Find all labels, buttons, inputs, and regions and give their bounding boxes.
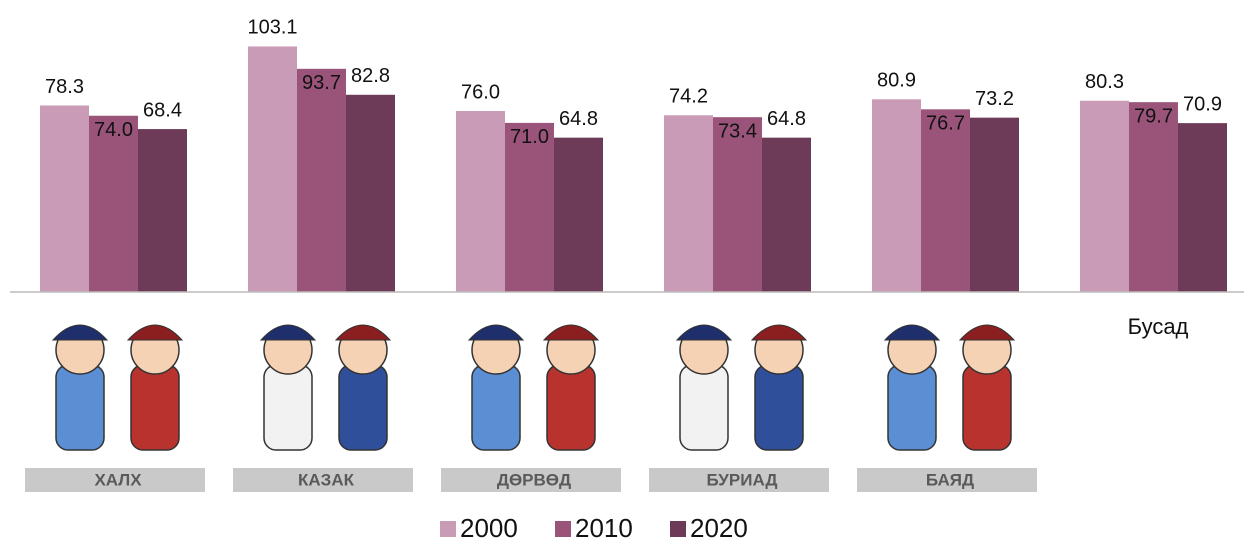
- figure-hat: [467, 324, 525, 341]
- value-label: 80.3: [1085, 71, 1124, 93]
- bar: [297, 68, 346, 292]
- bar: [1178, 123, 1227, 292]
- figure-hat: [126, 324, 184, 341]
- value-label: 74.0: [94, 119, 133, 141]
- value-label: 74.2: [669, 86, 708, 108]
- figure-hat: [542, 324, 600, 341]
- value-label: 64.8: [559, 108, 598, 130]
- bar: [1129, 102, 1178, 292]
- figure-body: [887, 364, 937, 451]
- value-label: 73.4: [718, 120, 757, 142]
- bar: [40, 105, 89, 293]
- value-label: 76.0: [461, 81, 500, 103]
- legend-swatch: [440, 521, 456, 537]
- value-label: 73.2: [975, 88, 1014, 110]
- category-banner: [857, 468, 1037, 492]
- figure-hat: [675, 324, 733, 341]
- bar: [138, 129, 187, 292]
- value-label: 103.1: [247, 17, 297, 39]
- value-label: 82.8: [351, 65, 390, 87]
- figure-body: [130, 364, 180, 451]
- value-label: 80.9: [877, 70, 916, 92]
- bar: [664, 115, 713, 292]
- value-label: 68.4: [143, 99, 182, 121]
- figure-hat: [51, 324, 109, 341]
- bar: [554, 137, 603, 292]
- bar: [1080, 100, 1129, 293]
- legend-swatch: [555, 521, 571, 537]
- value-label: 76.7: [926, 113, 965, 135]
- value-label: 78.3: [45, 76, 84, 98]
- category-banner: [233, 468, 413, 492]
- bar: [505, 122, 554, 293]
- category-label: БАЯД: [926, 470, 974, 489]
- legend-swatch: [670, 521, 686, 537]
- category-banner: [25, 468, 205, 492]
- bar: [89, 115, 138, 292]
- figure-hat: [334, 324, 392, 341]
- legend-label: 2010: [575, 513, 633, 542]
- figure-body: [471, 364, 521, 451]
- value-label: 93.7: [302, 72, 341, 94]
- figure-body: [754, 364, 804, 451]
- figure-hat: [259, 324, 317, 341]
- category-banner: [649, 468, 829, 492]
- legend-label: 2000: [460, 513, 518, 542]
- value-label: 71.0: [510, 126, 549, 148]
- figure-body: [546, 364, 596, 451]
- figure-hat: [750, 324, 808, 341]
- figure-body: [679, 364, 729, 451]
- legend-label: 2020: [690, 513, 748, 542]
- figure-body: [962, 364, 1012, 451]
- figure-hat: [883, 324, 941, 341]
- category-label: КАЗАК: [298, 470, 355, 489]
- value-label: 70.9: [1183, 93, 1222, 115]
- figure-hat: [958, 324, 1016, 341]
- bar: [713, 117, 762, 292]
- bar: [921, 109, 970, 292]
- bar: [970, 117, 1019, 292]
- figure-body: [55, 364, 105, 451]
- bar: [346, 94, 395, 292]
- bar: [762, 137, 811, 292]
- figure-body: [338, 364, 388, 451]
- category-label: БУРИАД: [707, 470, 778, 489]
- bar: [456, 110, 505, 293]
- value-label: 79.7: [1134, 105, 1173, 127]
- bar: [248, 46, 297, 293]
- category-label: ХАЛХ: [94, 470, 142, 489]
- category-banner: [441, 468, 621, 492]
- value-label: 64.8: [767, 108, 806, 130]
- bar: [872, 99, 921, 292]
- category-label: ДӨРВӨД: [497, 470, 571, 489]
- category-label: Бусад: [1128, 314, 1189, 339]
- figure-body: [263, 364, 313, 451]
